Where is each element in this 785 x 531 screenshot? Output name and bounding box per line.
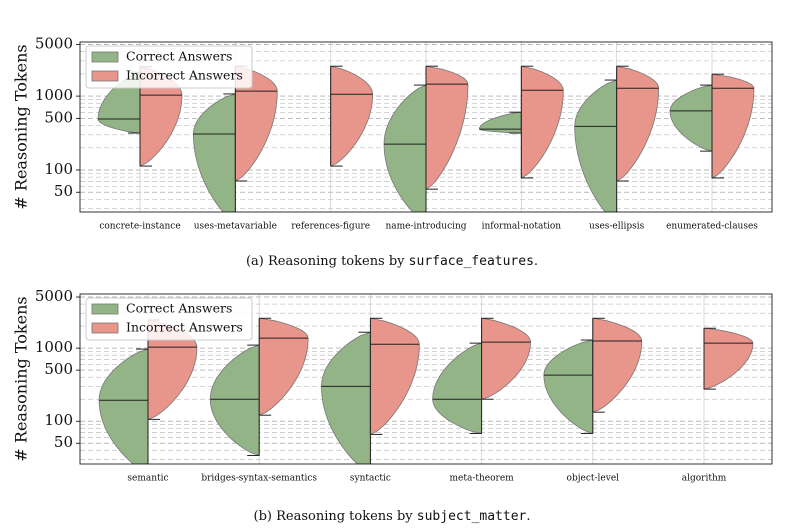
x-tick-label: enumerated-clauses bbox=[666, 222, 758, 232]
y-axis-label: # Reasoning Tokens bbox=[12, 296, 31, 461]
violin-half bbox=[370, 317, 420, 436]
violin-half bbox=[478, 111, 522, 134]
violin-half bbox=[192, 93, 236, 212]
legend-label: Incorrect Answers bbox=[126, 320, 243, 335]
x-tick-label: meta-theorem bbox=[449, 474, 514, 484]
violin-half bbox=[383, 84, 427, 212]
x-tick-label: name-introducing bbox=[385, 222, 466, 232]
y-tick-label: 100 bbox=[44, 411, 73, 429]
violin-half bbox=[520, 65, 564, 179]
plot-frame bbox=[79, 41, 773, 213]
violin-half bbox=[711, 73, 755, 179]
x-tick-label: syntactic bbox=[350, 474, 391, 484]
legend-label: Correct Answers bbox=[126, 49, 232, 64]
x-tick-label: bridges-syntax-semantics bbox=[201, 474, 317, 484]
legend-swatch bbox=[91, 322, 119, 334]
violins bbox=[98, 317, 754, 464]
violin-half bbox=[234, 65, 278, 182]
y-axis-label: # Reasoning Tokens bbox=[12, 44, 31, 209]
violin-half bbox=[98, 348, 149, 464]
x-tick-label: references-figure bbox=[291, 222, 370, 232]
x-tick-label: algorithm bbox=[682, 474, 727, 484]
violin-half bbox=[592, 317, 643, 413]
x-tick-label: uses-ellipsis bbox=[589, 222, 645, 232]
violin-half bbox=[481, 317, 531, 400]
y-tick-label: 500 bbox=[44, 108, 73, 126]
y-tick-label: 50 bbox=[54, 182, 73, 200]
x-tick-label: concrete-instance bbox=[99, 222, 180, 232]
x-tick-label: informal-notation bbox=[482, 222, 562, 232]
x-tick-label: uses-metavariable bbox=[194, 222, 277, 232]
caption-text: (b) Reasoning tokens by bbox=[254, 509, 417, 524]
y-tick-label: 1000 bbox=[35, 86, 73, 104]
violin-half bbox=[574, 79, 618, 212]
x-tick-label: object-level bbox=[567, 474, 620, 484]
legend-label: Correct Answers bbox=[126, 301, 232, 316]
violin-half bbox=[616, 65, 660, 182]
y-tick-label: 50 bbox=[54, 433, 73, 451]
legend-label: Incorrect Answers bbox=[126, 68, 243, 83]
violin-half bbox=[321, 331, 371, 464]
legend-swatch bbox=[91, 70, 119, 82]
violin-half bbox=[209, 344, 260, 457]
y-tick-label: 5000 bbox=[35, 287, 73, 305]
violin-half bbox=[432, 342, 482, 434]
caption-suffix: . bbox=[526, 509, 530, 524]
caption-code: subject_matter bbox=[417, 509, 527, 524]
caption-code: surface_features bbox=[409, 254, 534, 269]
legend-box bbox=[85, 45, 253, 89]
caption: (b) Reasoning tokens by subject_matter. bbox=[254, 509, 531, 524]
plot-frame bbox=[79, 293, 773, 465]
y-tick-label: 1000 bbox=[35, 338, 73, 356]
caption-text: (a) Reasoning tokens by bbox=[246, 254, 409, 269]
x-tick-label: semantic bbox=[127, 474, 168, 484]
legend-swatch bbox=[91, 51, 119, 63]
y-tick-label: 500 bbox=[44, 360, 73, 378]
violin-half bbox=[258, 317, 309, 416]
violin-half bbox=[543, 339, 594, 435]
caption: (a) Reasoning tokens by surface_features… bbox=[246, 254, 538, 269]
violin-half bbox=[703, 327, 754, 390]
violin-half bbox=[669, 84, 713, 152]
violins bbox=[97, 65, 755, 212]
legend-box bbox=[85, 297, 253, 341]
legend-swatch bbox=[91, 303, 119, 315]
violin-half bbox=[330, 65, 373, 167]
caption-suffix: . bbox=[534, 254, 538, 269]
y-tick-label: 5000 bbox=[35, 34, 73, 52]
y-tick-label: 100 bbox=[44, 160, 73, 178]
